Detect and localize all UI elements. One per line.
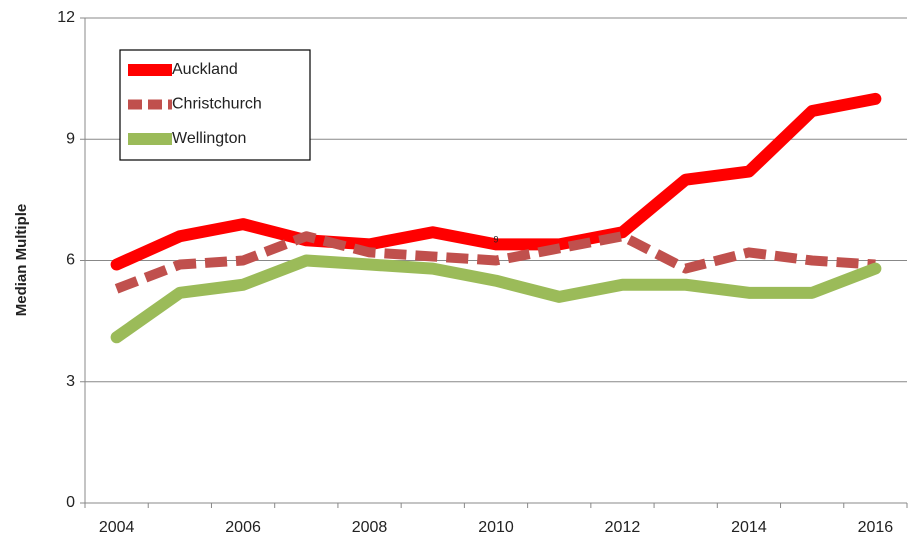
x-tick-label: 2006 (225, 519, 261, 536)
legend-label: Christchurch (172, 96, 262, 113)
legend-label: Wellington (172, 130, 246, 147)
x-tick-label: 2014 (731, 519, 767, 536)
series-line (114, 231, 876, 294)
y-tick-label: 12 (57, 9, 75, 26)
series-line (110, 92, 882, 271)
y-tick-label: 6 (66, 252, 75, 269)
annotation: 9 (493, 234, 498, 244)
y-tick-label: 0 (66, 494, 75, 511)
y-tick-label: 3 (66, 373, 75, 390)
legend: Auckland Christchurch Wellington (119, 49, 311, 161)
x-tick-label: 2004 (99, 519, 135, 536)
y-tick-label: 9 (66, 130, 75, 147)
x-tick-label: 2008 (352, 519, 388, 536)
series-line (110, 254, 882, 344)
x-tick-label: 2016 (858, 519, 894, 536)
x-tick-label: 2012 (605, 519, 641, 536)
x-tick-label: 2010 (478, 519, 514, 536)
legend-label: Auckland (172, 61, 238, 78)
y-axis-title: Median Multiple (13, 204, 30, 317)
